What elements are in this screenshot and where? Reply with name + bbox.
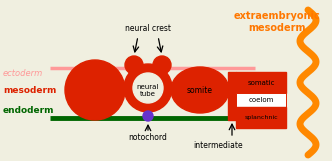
Circle shape [125,56,143,74]
Text: notochord: notochord [128,133,167,142]
Text: ectoderm: ectoderm [3,68,43,77]
Circle shape [65,60,125,120]
Text: neural crest: neural crest [125,24,171,33]
Text: somite: somite [187,85,213,95]
Bar [236,72,286,93]
Text: intermediate: intermediate [193,141,243,150]
Text: coelom: coelom [248,97,274,103]
Ellipse shape [171,67,229,113]
Bar [228,72,236,120]
Text: neural
tube: neural tube [137,84,159,96]
Circle shape [124,64,172,112]
Text: extraembryonic
mesoderm: extraembryonic mesoderm [234,11,320,33]
Bar [236,107,286,128]
Circle shape [133,73,163,103]
Text: endoderm: endoderm [3,105,54,114]
Text: mesoderm: mesoderm [3,85,56,95]
Text: splanchnic: splanchnic [244,114,278,119]
Text: somatic: somatic [247,80,275,86]
Bar [236,93,286,107]
Circle shape [153,56,171,74]
Circle shape [143,111,153,121]
